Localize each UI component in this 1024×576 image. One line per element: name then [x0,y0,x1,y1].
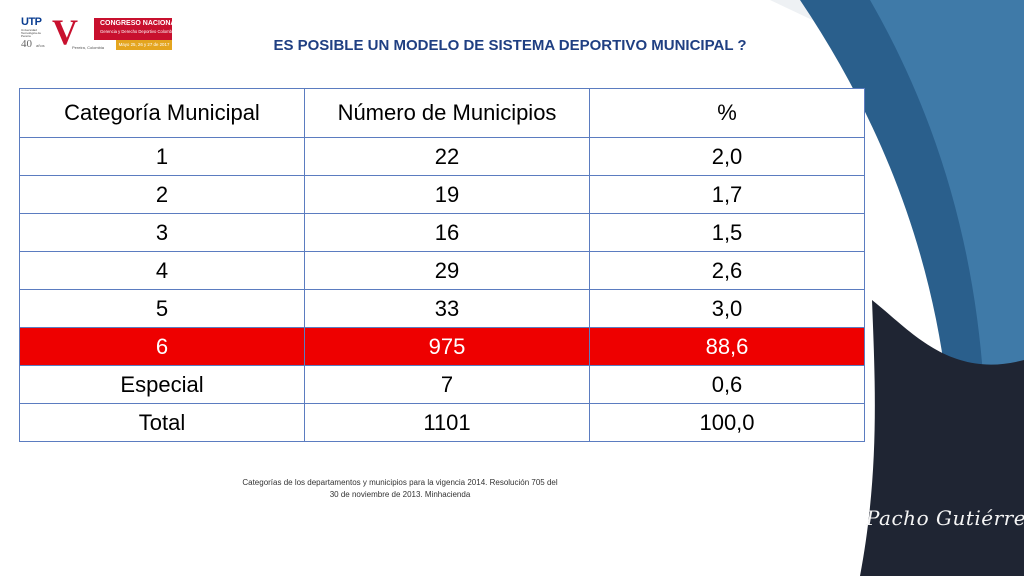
cell-porcentaje: 2,0 [589,137,865,176]
charcoal-panel [860,300,1024,576]
congress-dates: Mayo 25, 26 y 27 de 2017 [116,40,172,50]
cell-categoria: 3 [19,213,305,252]
cell-categoria: 5 [19,289,305,328]
header-porcentaje: % [589,88,865,138]
table-header-row: Categoría Municipal Número de Municipios… [19,88,865,138]
cell-porcentaje: 100,0 [589,403,865,442]
cell-numero: 33 [304,289,590,328]
congress-banner: CONGRESO NACIONAL Gerencia y Derecho Dep… [94,18,180,40]
caption-line-1: Categorías de los departamentos y munici… [242,478,558,487]
utp-subtitle: Universidad Tecnológica de Pereira [21,28,42,38]
cell-numero: 29 [304,251,590,290]
utp-text: UTP [21,16,42,28]
cell-porcentaje: 2,6 [589,251,865,290]
cell-porcentaje: 1,5 [589,213,865,252]
utp-anos: años [36,43,45,48]
utp-40: 40 [21,38,32,50]
table-row: 1 22 2,0 [19,137,865,176]
logo-city: Pereira, Colombia [72,45,105,50]
cell-porcentaje: 1,7 [589,175,865,214]
table-row: 3 16 1,5 [19,213,865,252]
cell-categoria: 6 [19,327,305,366]
header-numero: Número de Municipios [304,88,590,138]
utp-logo: UTP Universidad Tecnológica de Pereira 4… [20,16,50,50]
cell-numero: 7 [304,365,590,404]
cell-porcentaje: 0,6 [589,365,865,404]
cell-categoria: Total [19,403,305,442]
table-row: Especial 7 0,6 [19,365,865,404]
cell-categoria: 2 [19,175,305,214]
congress-subtitle: Gerencia y Derecho Deportivo Colombiano [100,29,180,34]
cell-numero: 19 [304,175,590,214]
cell-porcentaje: 88,6 [589,327,865,366]
congress-logo: UTP Universidad Tecnológica de Pereira 4… [20,12,180,52]
cell-numero: 1101 [304,403,590,442]
roman-v-mark: V [52,12,78,52]
table-row-highlighted: 6 975 88,6 [19,327,865,366]
caption-line-2: 30 de noviembre de 2013. Minhacienda [329,490,471,499]
author-signature: Pacho Gutiérrez [866,500,1024,560]
cell-porcentaje: 3,0 [589,289,865,328]
cell-numero: 22 [304,137,590,176]
header-categoria: Categoría Municipal [19,88,305,138]
table-row: 4 29 2,6 [19,251,865,290]
signature-text: Pacho Gutiérrez [866,506,1024,530]
cell-categoria: 4 [19,251,305,290]
cell-numero: 975 [304,327,590,366]
table-row-total: Total 1101 100,0 [19,403,865,442]
page-title: ES POSIBLE UN MODELO DE SISTEMA DEPORTIV… [273,37,747,54]
congress-name: CONGRESO NACIONAL [100,20,180,27]
municipios-table: Categoría Municipal Número de Municipios… [19,88,865,442]
cell-numero: 16 [304,213,590,252]
table-row: 5 33 3,0 [19,289,865,328]
municipios-table-wrap: Categoría Municipal Número de Municipios… [19,88,865,442]
cell-categoria: 1 [19,137,305,176]
dark-swoosh [870,0,1024,576]
source-caption: Categorías de los departamentos y munici… [200,477,600,501]
cell-categoria: Especial [19,365,305,404]
table-row: 2 19 1,7 [19,175,865,214]
